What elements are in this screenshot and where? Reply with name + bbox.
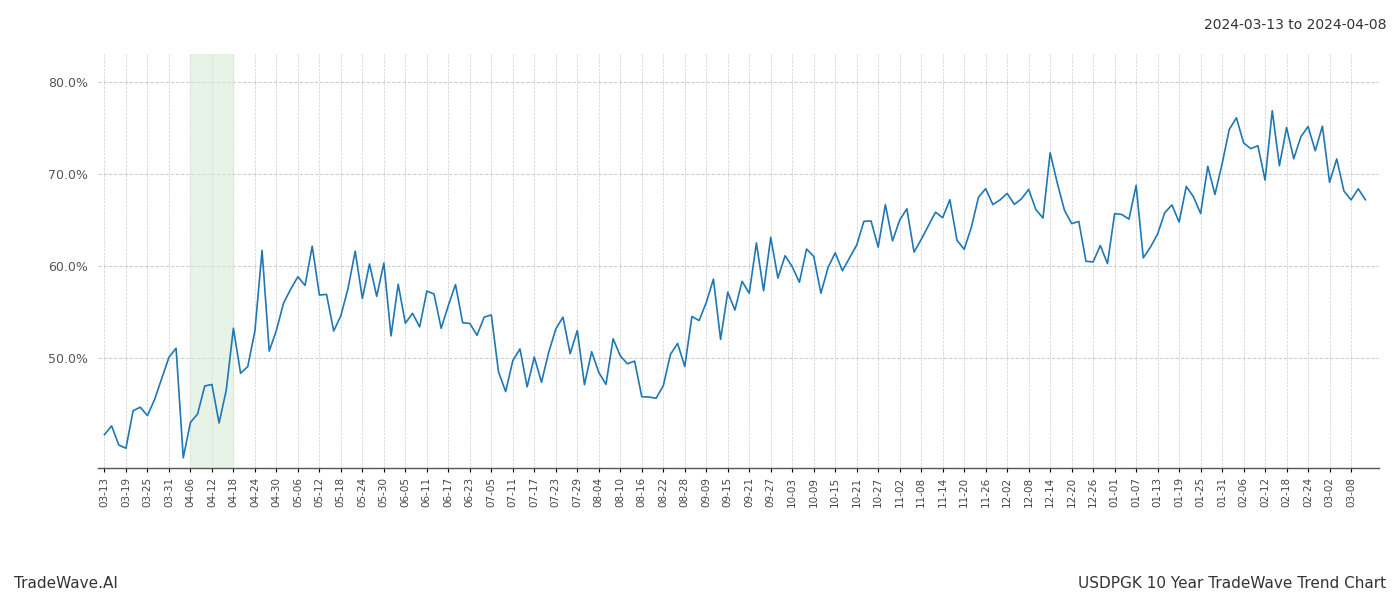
Text: USDPGK 10 Year TradeWave Trend Chart: USDPGK 10 Year TradeWave Trend Chart <box>1078 576 1386 591</box>
Text: TradeWave.AI: TradeWave.AI <box>14 576 118 591</box>
Bar <box>190 54 234 468</box>
Text: 2024-03-13 to 2024-04-08: 2024-03-13 to 2024-04-08 <box>1204 18 1386 32</box>
